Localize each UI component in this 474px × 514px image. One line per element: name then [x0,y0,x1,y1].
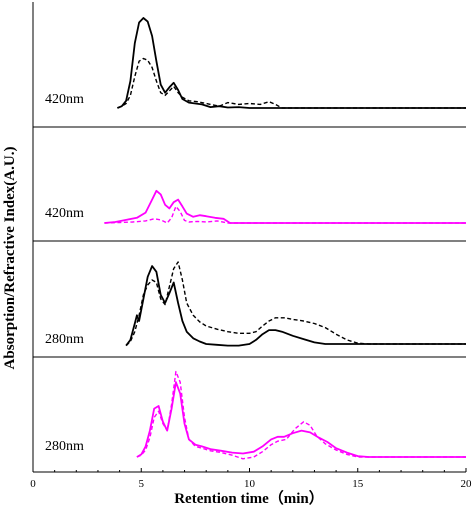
panel-1: 420nm [45,17,466,109]
x-axis: 0 5 10 15 20 [30,468,472,490]
panel-3-solid-trace [125,265,466,347]
x-axis-label: Retention time（min） [174,489,324,507]
panel-2-wavelength-label: 420nm [45,206,84,221]
panel-4-dashed-trace [136,370,466,460]
panel-2-dashed-trace [104,205,466,224]
y-axis-label: Absorption/Refractive Index(A.U.) [2,147,18,370]
plot-frame [32,2,466,473]
panel-3: 280nm [45,261,466,347]
panel-dividers [33,126,466,358]
panel-3-dashed-trace [125,261,466,347]
panel-1-dashed-trace [117,57,466,109]
x-tick-label-5: 5 [139,478,145,490]
panel-1-solid-trace [117,17,466,109]
chart-panels: 420nm 420nm 280nm 280nm [45,17,466,460]
panel-1-wavelength-label: 420nm [45,92,84,107]
x-tick-label-15: 15 [352,478,364,490]
x-tick-label-20: 20 [461,478,473,490]
x-tick-label-10: 10 [244,478,256,490]
panel-4-wavelength-label: 280nm [45,439,84,454]
panel-2: 420nm [45,189,466,224]
panel-3-wavelength-label: 280nm [45,332,84,347]
panel-4: 280nm [45,370,466,460]
panel-2-solid-trace [104,189,466,224]
x-tick-label-0: 0 [30,478,36,490]
panel-4-solid-trace [136,381,466,458]
